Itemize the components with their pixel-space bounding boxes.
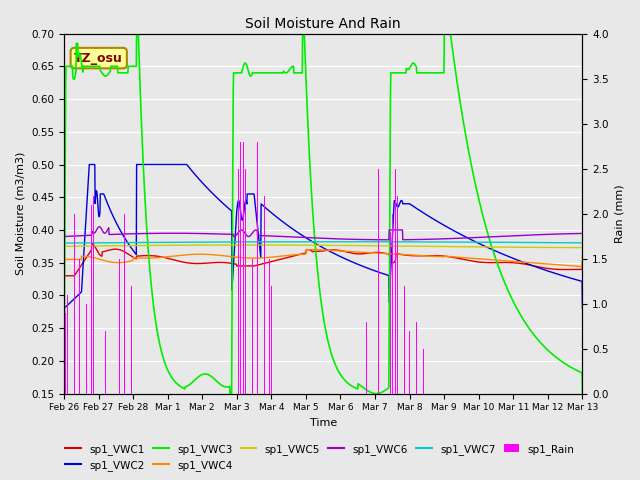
Title: Soil Moisture And Rain: Soil Moisture And Rain (245, 17, 401, 31)
Y-axis label: Soil Moisture (m3/m3): Soil Moisture (m3/m3) (15, 152, 26, 276)
Y-axis label: Rain (mm): Rain (mm) (614, 184, 624, 243)
Text: TZ_osu: TZ_osu (74, 51, 123, 65)
X-axis label: Time: Time (310, 418, 337, 428)
Legend: sp1_VWC1, sp1_VWC2, sp1_VWC3, sp1_VWC4, sp1_VWC5, sp1_VWC6, sp1_VWC7, sp1_Rain: sp1_VWC1, sp1_VWC2, sp1_VWC3, sp1_VWC4, … (61, 439, 579, 475)
